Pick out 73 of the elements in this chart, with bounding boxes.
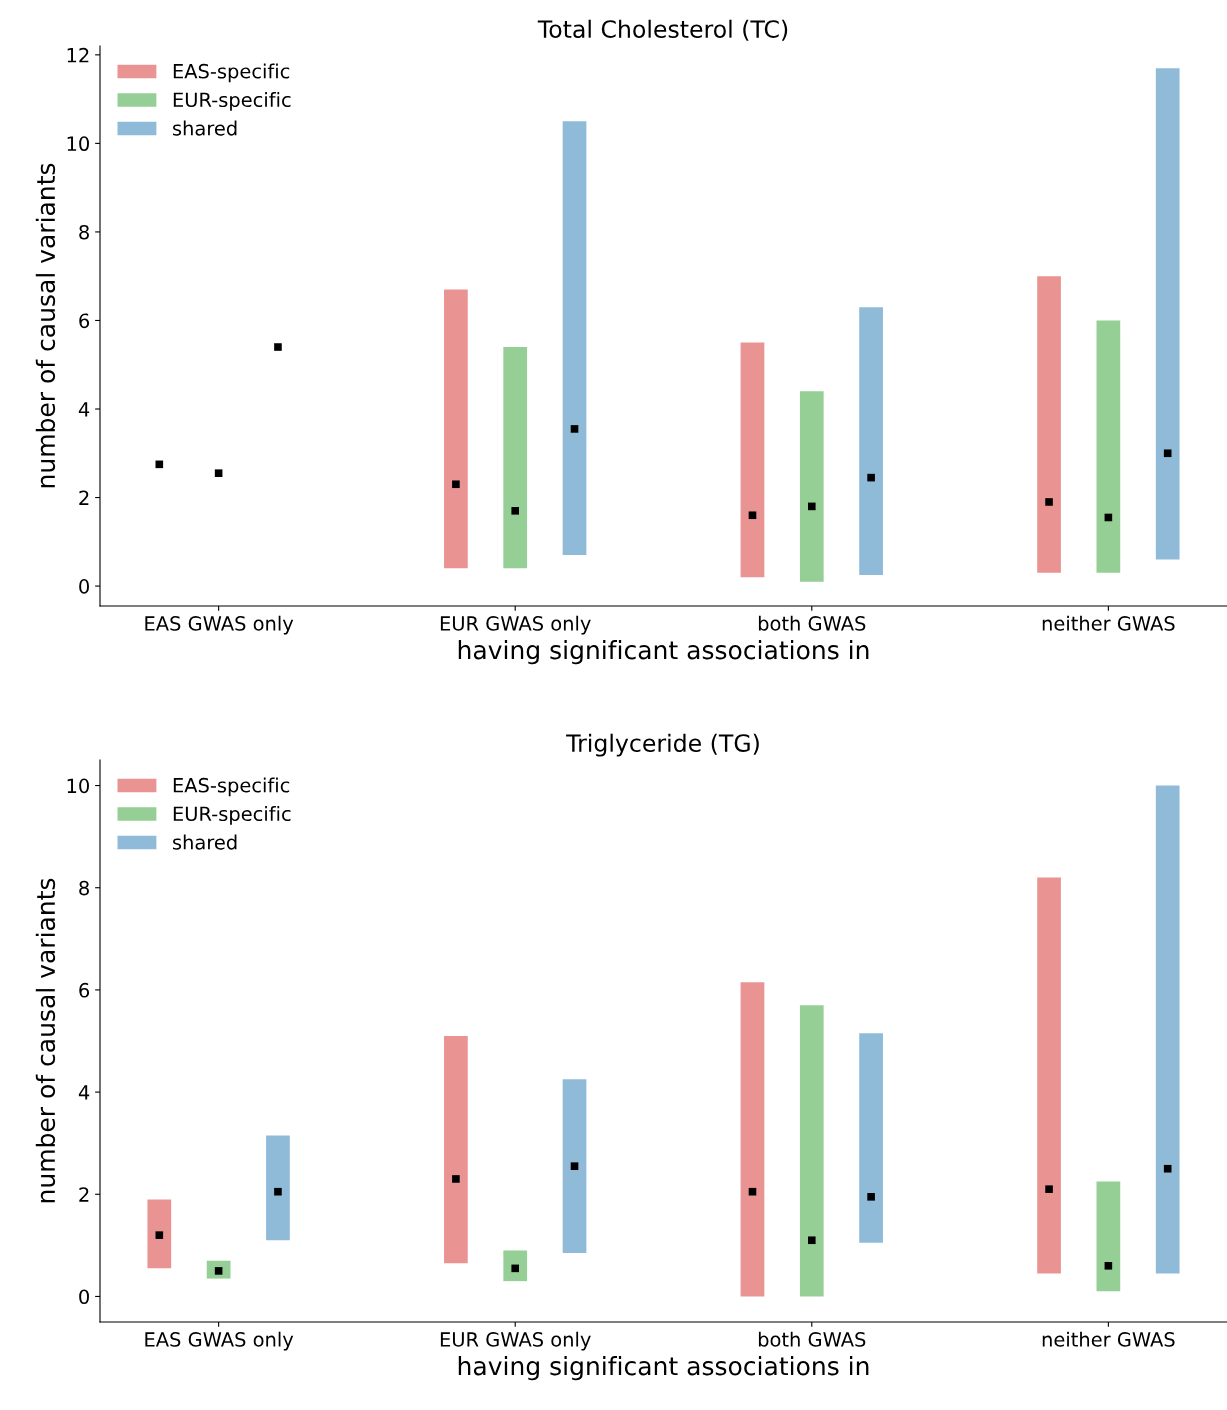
y-tick-label: 0 [79,1289,89,1305]
bar [859,1033,883,1243]
legend-label: EAS-specific [173,63,290,83]
point [570,1162,579,1170]
bar [740,342,765,578]
point [1104,1262,1113,1270]
point [867,473,875,482]
point [274,1187,282,1196]
y-tick-label: 2 [79,490,89,505]
legend-label: shared [173,120,237,136]
y-tick-label: 10 [67,136,89,152]
bar [799,1005,824,1297]
y-tick-label: 4 [78,402,90,417]
point [214,469,223,477]
bar [1096,1181,1121,1292]
x-tick-label: both GWAS [758,615,866,631]
bar [266,1135,290,1241]
bar [1037,276,1061,573]
y-tick-label: 4 [78,1085,90,1100]
point [511,507,520,515]
legend-label: EUR-specific [173,92,291,111]
point [274,343,282,351]
bar [562,121,587,556]
x-axis-title: having significant associations in [458,1356,869,1381]
legend-label: EUR-specific [173,806,291,825]
point [155,1231,164,1239]
y-tick-label: 6 [79,313,90,329]
x-tick-label: neither GWAS [1042,1331,1175,1347]
y-tick-label: 10 [67,778,89,794]
bar [444,289,468,569]
y-tick-label: 12 [67,47,89,63]
point [452,1175,460,1183]
x-tick-label: neither GWAS [1042,615,1175,631]
chart-title: Total Cholesterol (TC) [537,19,788,41]
bar [1155,68,1180,560]
point [570,425,579,433]
bar [1155,785,1180,1274]
x-tick-label: both GWAS [758,1331,866,1347]
y-tick-label: 0 [79,579,89,594]
point [807,502,816,511]
x-tick-label: EUR GWAS only [440,615,591,635]
y-tick-label: 8 [79,880,89,896]
point [452,480,460,489]
bar [147,1199,172,1269]
point [867,1193,875,1201]
bar [740,982,765,1297]
bar [503,1250,528,1282]
chart-title: Triglyceride (TG) [566,733,759,757]
point [748,1187,757,1196]
legend-label: shared [173,834,237,850]
point [748,511,757,520]
x-tick-label: EUR GWAS only [440,1331,591,1351]
bar [799,391,824,582]
y-tick-label: 6 [79,982,90,998]
x-axis-title: having significant associations in [458,640,869,665]
point [1163,449,1172,458]
x-tick-label: EAS GWAS only [145,1331,294,1351]
y-axis-title: number of causal variants [35,163,56,488]
bar [444,1035,468,1264]
y-axis-title: number of causal variants [35,878,56,1203]
bar [859,307,883,576]
legend-label: EAS-specific [173,777,290,797]
bar [1096,320,1121,573]
point [1163,1164,1172,1173]
point [1045,498,1053,506]
x-tick-label: EAS GWAS only [145,615,294,635]
bar [503,347,528,569]
y-tick-label: 8 [79,224,89,240]
point [1045,1185,1053,1193]
bar [1037,877,1061,1274]
point [807,1236,816,1245]
y-tick-label: 2 [79,1187,89,1202]
bar [562,1079,587,1254]
